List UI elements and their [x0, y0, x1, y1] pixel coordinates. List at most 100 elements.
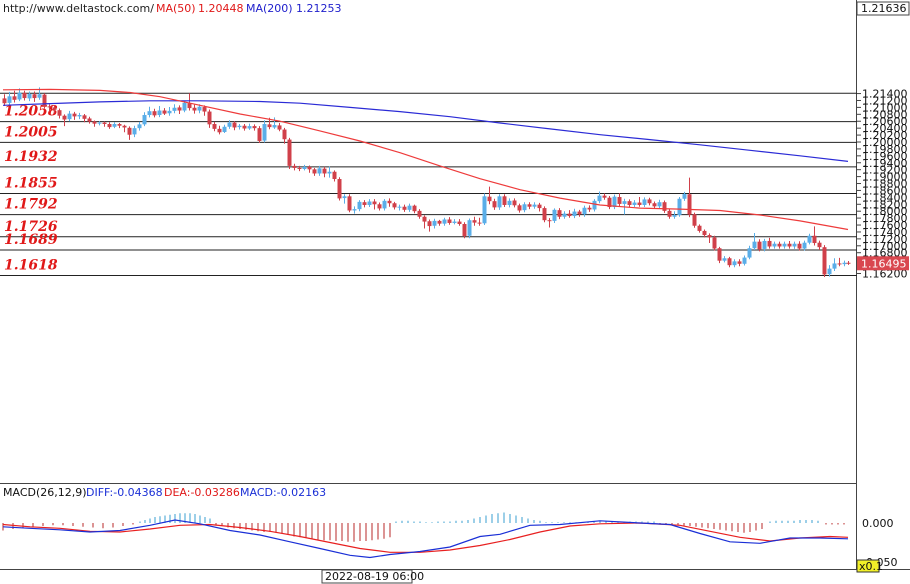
y-tick-label: 1.21400 [862, 88, 908, 101]
candle-up [407, 205, 412, 210]
y-tick-label: 1.20600 [862, 115, 908, 128]
y-tick-label: 1.20200 [862, 129, 908, 142]
price-axis: 1.214001.212001.210001.208001.206001.204… [857, 88, 908, 280]
candle-up [657, 202, 662, 207]
y-tick-label: 1.19400 [862, 157, 908, 170]
candle-down [42, 94, 47, 107]
candle-down [107, 124, 112, 128]
y-tick-label: 1.18400 [862, 191, 908, 204]
candle-up [352, 209, 357, 211]
candle-up [342, 196, 347, 199]
candle-up [752, 241, 757, 249]
candle-down [717, 248, 722, 261]
candle-down [22, 92, 27, 99]
candle-up [97, 122, 102, 124]
candle-down [487, 196, 492, 202]
candle-down [122, 125, 127, 128]
candle-up [622, 201, 627, 204]
candle-up [432, 220, 437, 226]
candle-down [312, 169, 317, 174]
axis-top-price: 1.21636 [861, 2, 907, 15]
candle-up [442, 219, 447, 224]
candle-up [172, 107, 177, 111]
candle-up [247, 126, 252, 129]
candle-up [482, 196, 487, 224]
candle-down [472, 220, 477, 223]
candle-up [682, 193, 687, 199]
candle-down [277, 125, 282, 130]
candle-up [612, 196, 617, 208]
candle-up [222, 126, 227, 132]
candle-up [272, 125, 277, 128]
level-label: 1.1726 [4, 219, 58, 235]
candle-down [437, 220, 442, 224]
candle-up [467, 220, 472, 236]
candle-down [537, 204, 542, 209]
candle-up [747, 248, 752, 258]
candle-down [82, 115, 87, 119]
candle-down [846, 262, 851, 264]
candle-down [202, 107, 207, 112]
y-tick-label: 1.20800 [862, 108, 908, 121]
candle-up [597, 195, 602, 202]
candle-down [47, 106, 52, 108]
candle-up [357, 201, 362, 210]
candle-down [757, 241, 762, 250]
candle-down [57, 110, 62, 116]
candle-down [447, 219, 452, 223]
ma50-legend-value: 1.20448 [198, 2, 244, 15]
candle-up [562, 213, 567, 217]
candle-down [282, 129, 287, 140]
candle-down [217, 128, 222, 133]
candle-up [132, 128, 137, 135]
candle-up [142, 115, 147, 125]
candle-down [817, 242, 822, 248]
candle-down [2, 98, 7, 104]
candle-down [297, 167, 302, 169]
candle-down [527, 204, 532, 207]
candle-down [337, 179, 342, 199]
y-tick-label: 1.17800 [862, 212, 908, 225]
candle-up [37, 94, 42, 98]
candle-up [642, 199, 647, 205]
candle-up [77, 115, 82, 117]
candle-down [797, 243, 802, 249]
candle-down [512, 200, 517, 206]
candle-up [27, 93, 32, 99]
y-tick-label: 1.19800 [862, 143, 908, 156]
candle-up [317, 168, 322, 174]
candle-down [607, 197, 612, 208]
candle-down [52, 107, 57, 110]
candle-down [697, 225, 702, 231]
candle-down [392, 203, 397, 208]
candle-up [167, 110, 172, 114]
y-tick-label: 1.17000 [862, 240, 908, 253]
candle-down [542, 208, 547, 221]
y-tick-label: 1.17600 [862, 219, 908, 232]
candle-down [727, 258, 732, 266]
crosshair-date: 2022-08-19 06:00 [325, 570, 424, 583]
macd-title: MACD(26,12,9) [3, 486, 87, 499]
candle-down [737, 261, 742, 264]
candle-down [517, 205, 522, 211]
diff-line [2, 519, 849, 559]
y-tick-label: 1.18800 [862, 178, 908, 191]
candle-down [587, 207, 592, 210]
candle-down [667, 210, 672, 217]
candle-down [92, 121, 97, 124]
candle-up [507, 200, 512, 205]
zoom-button[interactable] [856, 559, 880, 573]
candle-up [157, 110, 162, 116]
candle-down [267, 124, 272, 128]
candle-down [212, 124, 217, 129]
y-tick-label: 1.16200 [862, 267, 908, 280]
candle-up [572, 211, 577, 217]
candle-down [547, 220, 552, 222]
candle-down [687, 194, 692, 215]
level-label: 1.1689 [4, 232, 58, 248]
macd-tick-0: 0.000 [862, 517, 894, 530]
candle-down [662, 202, 667, 211]
candle-up [302, 166, 307, 169]
candle-up [452, 221, 457, 223]
